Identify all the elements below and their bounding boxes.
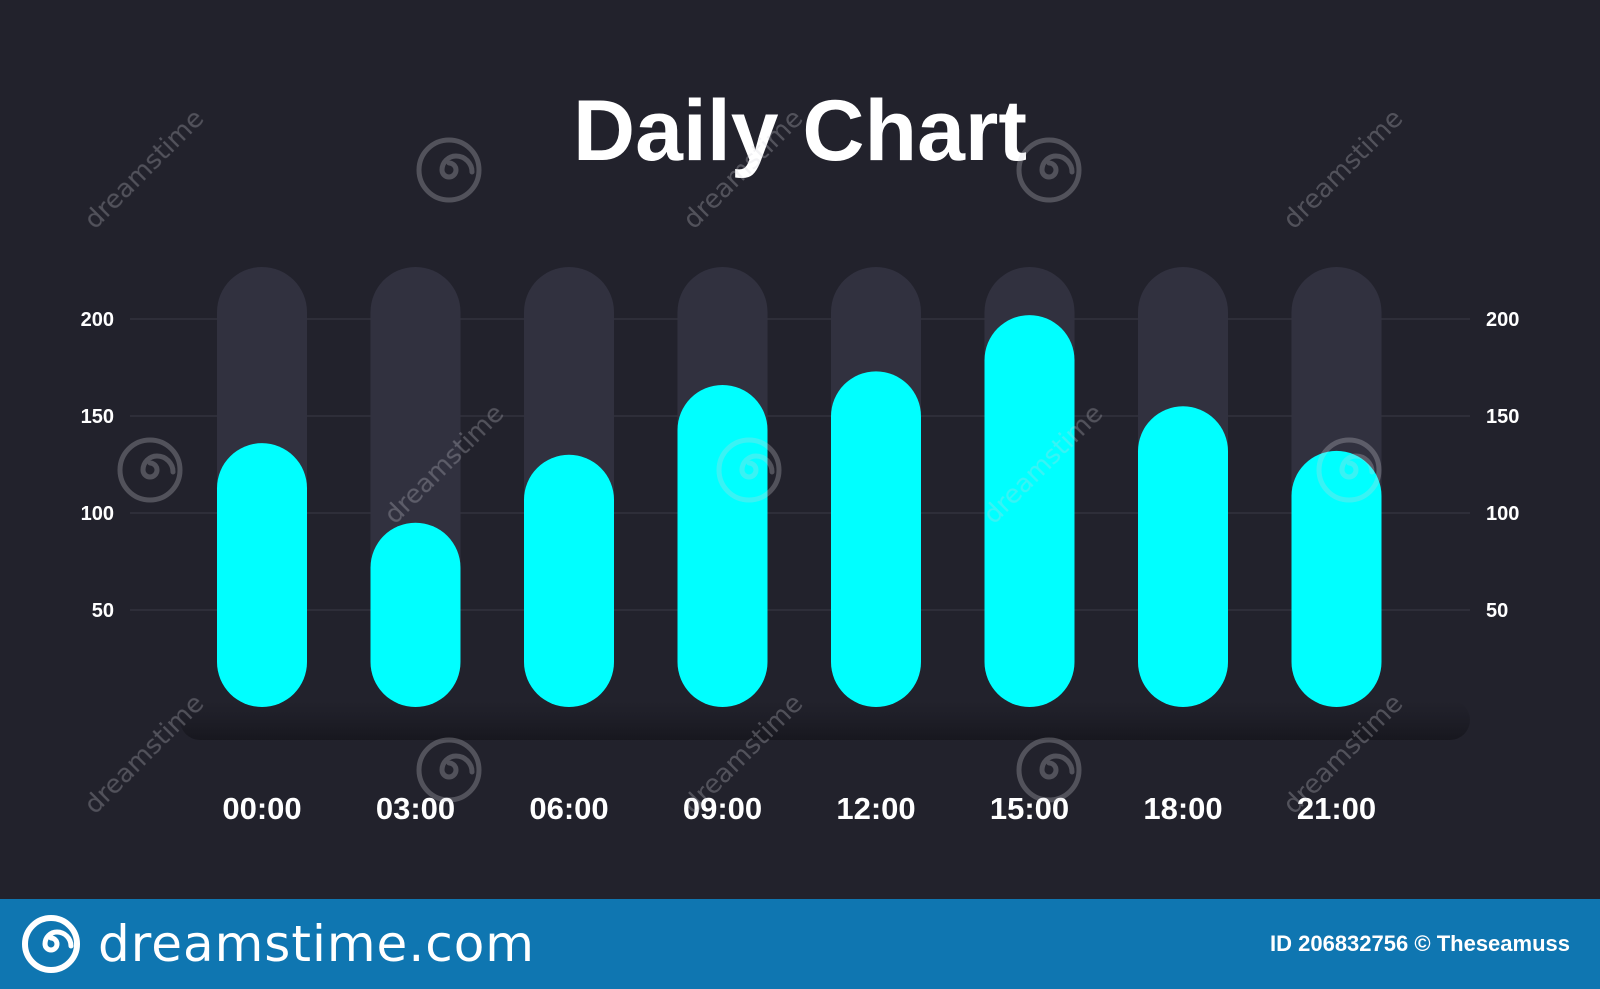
gridlines: [130, 318, 1470, 611]
spiral-icon: [1016, 137, 1082, 203]
y-tick-labels: 50 50 100 100 150 150 200 200: [81, 309, 1520, 622]
bars: [217, 315, 1382, 707]
spiral-icon: [22, 915, 80, 973]
y-tick-label-right: 200: [1486, 309, 1519, 331]
spiral-icon: [1316, 437, 1382, 503]
footer-brand[interactable]: dreamstime.com: [98, 915, 535, 973]
id-label: ID: [1269, 931, 1292, 956]
watermark-text: dreamstime: [1278, 104, 1410, 236]
x-tick-label: 09:00: [683, 791, 762, 826]
spiral-icon: [716, 437, 782, 503]
bar-2100: [1291, 450, 1382, 707]
bar-chart: 50 50 100 100 150 150 200 200 00:00 03:00 06:00 09…: [79, 83, 1520, 826]
x-tick-label: 00:00: [222, 791, 301, 826]
x-tick-label: 03:00: [376, 791, 455, 826]
y-tick-label-left: 100: [81, 503, 114, 525]
chart-title: Daily Chart: [573, 83, 1027, 179]
chart-floor: [180, 700, 1470, 740]
x-tick-labels: 00:00 03:00 06:00 09:00 12:00 15:00 18:00 21:00: [222, 791, 1376, 826]
spiral-icon: [416, 137, 482, 203]
image-credit: ID 206832756 © Theseamuss: [1270, 927, 1570, 961]
bar-1200: [831, 371, 921, 707]
author-name: Theseamuss: [1436, 931, 1570, 956]
footer-bar: dreamstime.com ID 206832756 © Theseamuss: [0, 899, 1600, 989]
x-tick-label: 12:00: [836, 791, 915, 826]
chart-area: 50 50 100 100 150 150 200 200 00:00 03:00 06:00 09…: [79, 83, 1520, 826]
bar-0300: [370, 522, 461, 707]
x-tick-label: 18:00: [1143, 791, 1222, 826]
y-tick-label-right: 100: [1486, 503, 1519, 525]
bar-1500: [984, 315, 1075, 707]
spiral-icon: [1016, 737, 1082, 803]
y-tick-label-right: 150: [1486, 406, 1519, 428]
bar-0900: [677, 384, 768, 707]
spiral-icon: [117, 437, 183, 503]
y-tick-label-left: 150: [81, 406, 114, 428]
id-number: 206832756: [1298, 931, 1409, 956]
bar-0600: [524, 454, 614, 707]
x-tick-label: 21:00: [1297, 791, 1376, 826]
x-tick-label: 15:00: [990, 791, 1069, 826]
bar-1800: [1138, 406, 1228, 707]
y-tick-label-left: 200: [81, 309, 114, 331]
watermark-text: dreamstime: [79, 104, 211, 236]
watermark-text: dreamstime: [79, 689, 211, 821]
bar-0000: [217, 443, 307, 707]
copyright-symbol: ©: [1414, 931, 1431, 956]
x-tick-label: 06:00: [529, 791, 608, 826]
y-tick-label-left: 50: [92, 600, 114, 622]
y-tick-label-right: 50: [1486, 600, 1508, 622]
spiral-icon: [416, 737, 482, 803]
